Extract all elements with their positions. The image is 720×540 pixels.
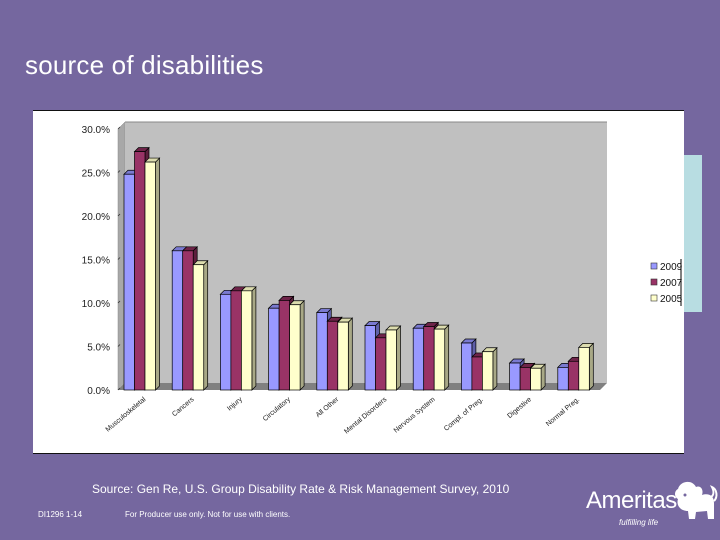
bar <box>385 325 402 391</box>
y-tick-label: 5.0% <box>87 343 110 354</box>
x-tick-label: Compl. of Preg. <box>443 396 485 433</box>
bar-front <box>171 250 184 391</box>
bars <box>123 146 595 391</box>
bar-front <box>519 367 531 391</box>
logo-brand: Ameritas <box>586 487 677 514</box>
legend-swatch <box>650 278 658 286</box>
bar-front <box>567 360 580 391</box>
bar-side <box>155 157 160 391</box>
legend-swatch <box>650 294 658 302</box>
bar-side <box>299 299 305 391</box>
bar-front <box>241 290 253 391</box>
bar-front <box>412 327 425 391</box>
x-tick-label: Digestive <box>506 396 533 420</box>
bar-side <box>347 317 353 391</box>
y-tick-label: 30.0% <box>82 125 110 136</box>
ameritas-logo: Ameritas fulfilling life <box>586 481 718 527</box>
bar-front <box>316 312 328 391</box>
y-tick-label: 20.0% <box>82 212 110 223</box>
x-tick-label: Nervous System <box>393 396 437 434</box>
bar-front <box>433 328 446 391</box>
y-tick <box>117 170 121 173</box>
bar <box>192 259 209 391</box>
bar <box>481 346 498 391</box>
y-tick-label: 25.0% <box>82 169 110 180</box>
bar-front <box>557 367 569 391</box>
bar-front <box>337 321 349 391</box>
y-tick-label: 15.0% <box>82 256 110 267</box>
bar-front <box>385 329 397 391</box>
bar-side <box>203 259 209 391</box>
bar-front <box>423 326 435 391</box>
legend: 2009 2007 2005 <box>650 259 683 306</box>
bar-front <box>578 347 590 391</box>
decorative-accent-bar <box>684 155 702 312</box>
x-axis: Musculoskeletal Cancers Injury Circulatory A… <box>105 396 582 436</box>
bar-front <box>375 337 387 391</box>
legend-label: 2009 <box>660 262 683 273</box>
legend-label: 2005 <box>660 294 683 305</box>
legend-label: 2007 <box>660 278 683 289</box>
bar-front <box>182 250 194 391</box>
bar-front <box>461 342 473 391</box>
bar-side <box>444 324 450 391</box>
y-tick <box>117 257 121 260</box>
bar-front <box>220 293 232 391</box>
y-tick <box>117 300 121 304</box>
disclaimer: For Producer use only. Not for use with … <box>125 510 291 519</box>
x-tick-label: All Other <box>315 396 341 419</box>
bar-front <box>230 290 242 391</box>
y-tick-label: 10.0% <box>82 299 110 310</box>
x-tick-label: Mental Disorders <box>343 396 388 436</box>
bar-front <box>364 325 376 391</box>
bar-front <box>278 300 290 391</box>
bar-front <box>144 161 156 391</box>
document-code: DI1296 1-14 <box>38 510 83 519</box>
bar-front <box>123 173 135 391</box>
bar-front <box>509 362 521 391</box>
x-tick-label: Musculoskeletal <box>105 396 148 434</box>
bar-front <box>530 367 542 391</box>
bar-front <box>192 264 205 391</box>
logo-tagline: fulfilling life <box>619 518 659 527</box>
bar-front <box>326 320 339 391</box>
bar-front <box>289 304 301 391</box>
bar <box>577 342 595 391</box>
bar-front <box>482 351 494 391</box>
y-axis: 0.0% 5.0% 10.0% 15.0% 20.0% 25.0% 30.0% <box>82 125 121 397</box>
bar-front <box>268 307 280 391</box>
bar-front <box>471 356 483 391</box>
bar-side <box>588 342 594 391</box>
bar-side <box>251 285 257 391</box>
x-tick-label: Cancers <box>171 396 196 418</box>
slide-title: source of disabilities <box>25 50 264 80</box>
x-tick-label: Normal Preg. <box>545 396 581 428</box>
x-tick-label: Circulatory <box>262 396 293 423</box>
bar <box>433 324 450 391</box>
bar <box>240 285 257 391</box>
bar-front <box>134 151 146 391</box>
bar <box>144 157 161 391</box>
legend-swatch <box>650 262 658 270</box>
source-citation: Source: Gen Re, U.S. Group Disability Ra… <box>92 482 510 496</box>
bar-side <box>492 346 498 391</box>
bar <box>336 317 354 391</box>
bar-side <box>396 325 401 391</box>
x-tick-label: Injury <box>226 396 244 413</box>
y-tick-label: 0.0% <box>87 386 110 397</box>
bar <box>529 363 546 391</box>
y-tick <box>117 387 121 391</box>
y-tick <box>117 344 121 347</box>
bar <box>288 299 305 391</box>
lion-icon <box>675 481 718 519</box>
y-tick <box>117 213 121 217</box>
y-tick <box>117 126 121 130</box>
